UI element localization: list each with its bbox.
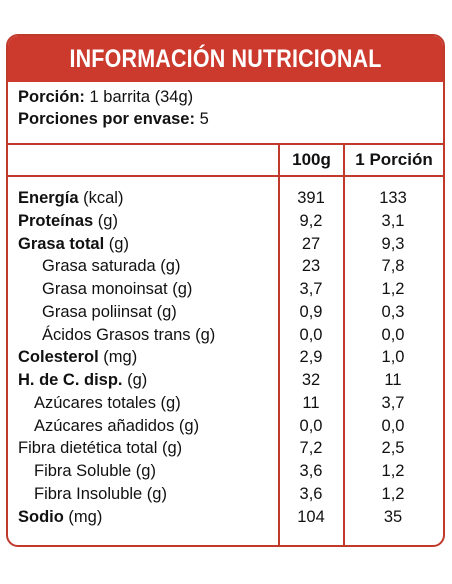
table-row: Azúcares totales (g) 11 3,7 [8,392,443,414]
serving-size-line: Porción: 1 barrita (34g) [18,86,433,108]
nutrient-name: Grasa total [18,234,105,253]
table-row: Ácidos Grasos trans (g) 0,0 0,0 [8,324,443,346]
nutrient-name: Energía [18,189,79,207]
value-100g: 11 [302,393,320,412]
value-portion: 3,1 [381,211,405,230]
value-portion: 1,2 [381,280,405,298]
table-row: Grasa monoinsat (g) 3,7 1,2 [8,278,443,300]
nutrient-unit: (g) [93,211,118,230]
value-portion: 9,3 [381,234,405,253]
serving-info: Porción: 1 barrita (34g) Porciones por e… [8,82,443,130]
nutrient-label: Ácidos Grasos trans (g) [42,324,215,346]
nutrient-unit: Fibra Insoluble (g) [34,484,167,503]
column-divider-1 [278,143,280,545]
value-100g: 0,0 [299,416,323,435]
nutrient-label: Grasa poliinsat (g) [42,301,177,323]
value-100g: 23 [301,257,321,276]
value-100g: 9,2 [299,211,323,230]
serving-size-value: 1 barrita (34g) [89,88,194,106]
value-portion: 35 [383,507,403,526]
value-portion: 3,7 [381,393,405,412]
table-row: Fibra Soluble (g) 3,6 1,2 [8,460,443,482]
table-row: Colesterol (mg) 2,9 1,0 [8,346,443,368]
value-portion: 11 [384,371,402,389]
value-portion: 2,5 [381,439,405,458]
column-header-100g: 100g [292,150,331,169]
nutrient-label: Energía (kcal) [18,187,123,209]
servings-per-container-value: 5 [199,110,209,128]
value-portion: 0,0 [381,416,405,435]
nutrient-label: Grasa monoinsat (g) [42,278,192,300]
nutrient-unit: (kcal) [78,189,124,207]
nutrition-label: INFORMACIÓN NUTRICIONAL Porción: 1 barri… [6,34,445,547]
column-header-portion: 1 Porción [355,150,433,169]
value-100g: 104 [297,507,325,526]
divider-header [8,175,443,177]
nutrient-unit: Fibra dietética total (g) [18,439,183,458]
nutrient-label: Azúcares totales (g) [34,392,181,414]
nutrient-name: Sodio [18,507,64,526]
nutrient-unit: (mg) [63,507,103,526]
value-100g: 2,9 [299,348,323,367]
value-100g: 32 [301,371,321,389]
nutrient-label: Sodio (mg) [18,506,102,528]
value-100g: 27 [301,234,321,253]
nutrient-unit: Fibra Soluble (g) [34,462,156,480]
value-portion: 7,8 [381,257,405,276]
nutrition-header-bar: INFORMACIÓN NUTRICIONAL [8,36,443,82]
table-row: Grasa total (g) 27 9,3 [8,233,443,255]
serving-size-label: Porción: [18,88,85,106]
nutrient-name: Colesterol [18,348,99,367]
table-row: H. de C. disp. (g) 32 11 [8,369,443,391]
nutrient-label: Azúcares añadidos (g) [34,415,199,437]
nutrient-unit: Ácidos Grasos trans (g) [42,325,216,344]
nutrient-unit: Grasa poliinsat (g) [42,302,177,321]
nutrient-label: H. de C. disp. (g) [18,369,147,391]
value-100g: 0,0 [299,325,323,344]
nutrient-label: Fibra Insoluble (g) [34,483,167,505]
nutrient-label: Fibra Soluble (g) [34,460,156,482]
table-row: Grasa saturada (g) 23 7,8 [8,255,443,277]
nutrient-label: Proteínas (g) [18,210,118,232]
servings-per-container-line: Porciones por envase: 5 [18,108,433,130]
nutrient-label: Fibra dietética total (g) [18,437,182,459]
table-row: Fibra Insoluble (g) 3,6 1,2 [8,483,443,505]
value-100g: 3,6 [299,484,323,503]
value-100g: 3,7 [299,280,323,298]
nutrient-name: Proteínas [18,211,94,230]
table-row: Proteínas (g) 9,2 3,1 [8,210,443,232]
value-portion: 0,3 [381,302,405,321]
nutrient-unit: Grasa saturada (g) [42,257,181,276]
nutrient-unit: Grasa monoinsat (g) [42,280,193,298]
value-portion: 0,0 [381,325,405,344]
table-row: Azúcares añadidos (g) 0,0 0,0 [8,415,443,437]
table-row: Fibra dietética total (g) 7,2 2,5 [8,437,443,459]
nutrient-unit: (g) [122,371,148,389]
table-row: Energía (kcal) 391 133 [8,187,443,209]
value-portion: 1,2 [381,484,405,503]
nutrient-label: Grasa saturada (g) [42,255,180,277]
value-portion: 1,0 [381,348,405,367]
divider-top [8,143,443,145]
nutrient-label: Grasa total (g) [18,233,129,255]
value-100g: 0,9 [299,302,323,321]
nutrient-unit: (g) [104,234,129,253]
table-row: Grasa poliinsat (g) 0,9 0,3 [8,301,443,323]
value-portion: 1,2 [381,462,405,480]
column-divider-2 [343,143,345,545]
value-portion: 133 [379,189,407,207]
nutrient-unit: Azúcares añadidos (g) [34,416,200,435]
servings-per-container-label: Porciones por envase: [18,110,195,128]
nutrition-title: INFORMACIÓN NUTRICIONAL [38,36,413,82]
nutrient-unit: Azúcares totales (g) [34,393,181,412]
nutrient-label: Colesterol (mg) [18,346,137,368]
table-row: Sodio (mg) 104 35 [8,506,443,528]
value-100g: 391 [297,189,325,207]
value-100g: 3,6 [299,462,323,480]
nutrient-name: H. de C. disp. [18,371,123,389]
nutrient-unit: (mg) [98,348,138,367]
value-100g: 7,2 [299,439,323,458]
